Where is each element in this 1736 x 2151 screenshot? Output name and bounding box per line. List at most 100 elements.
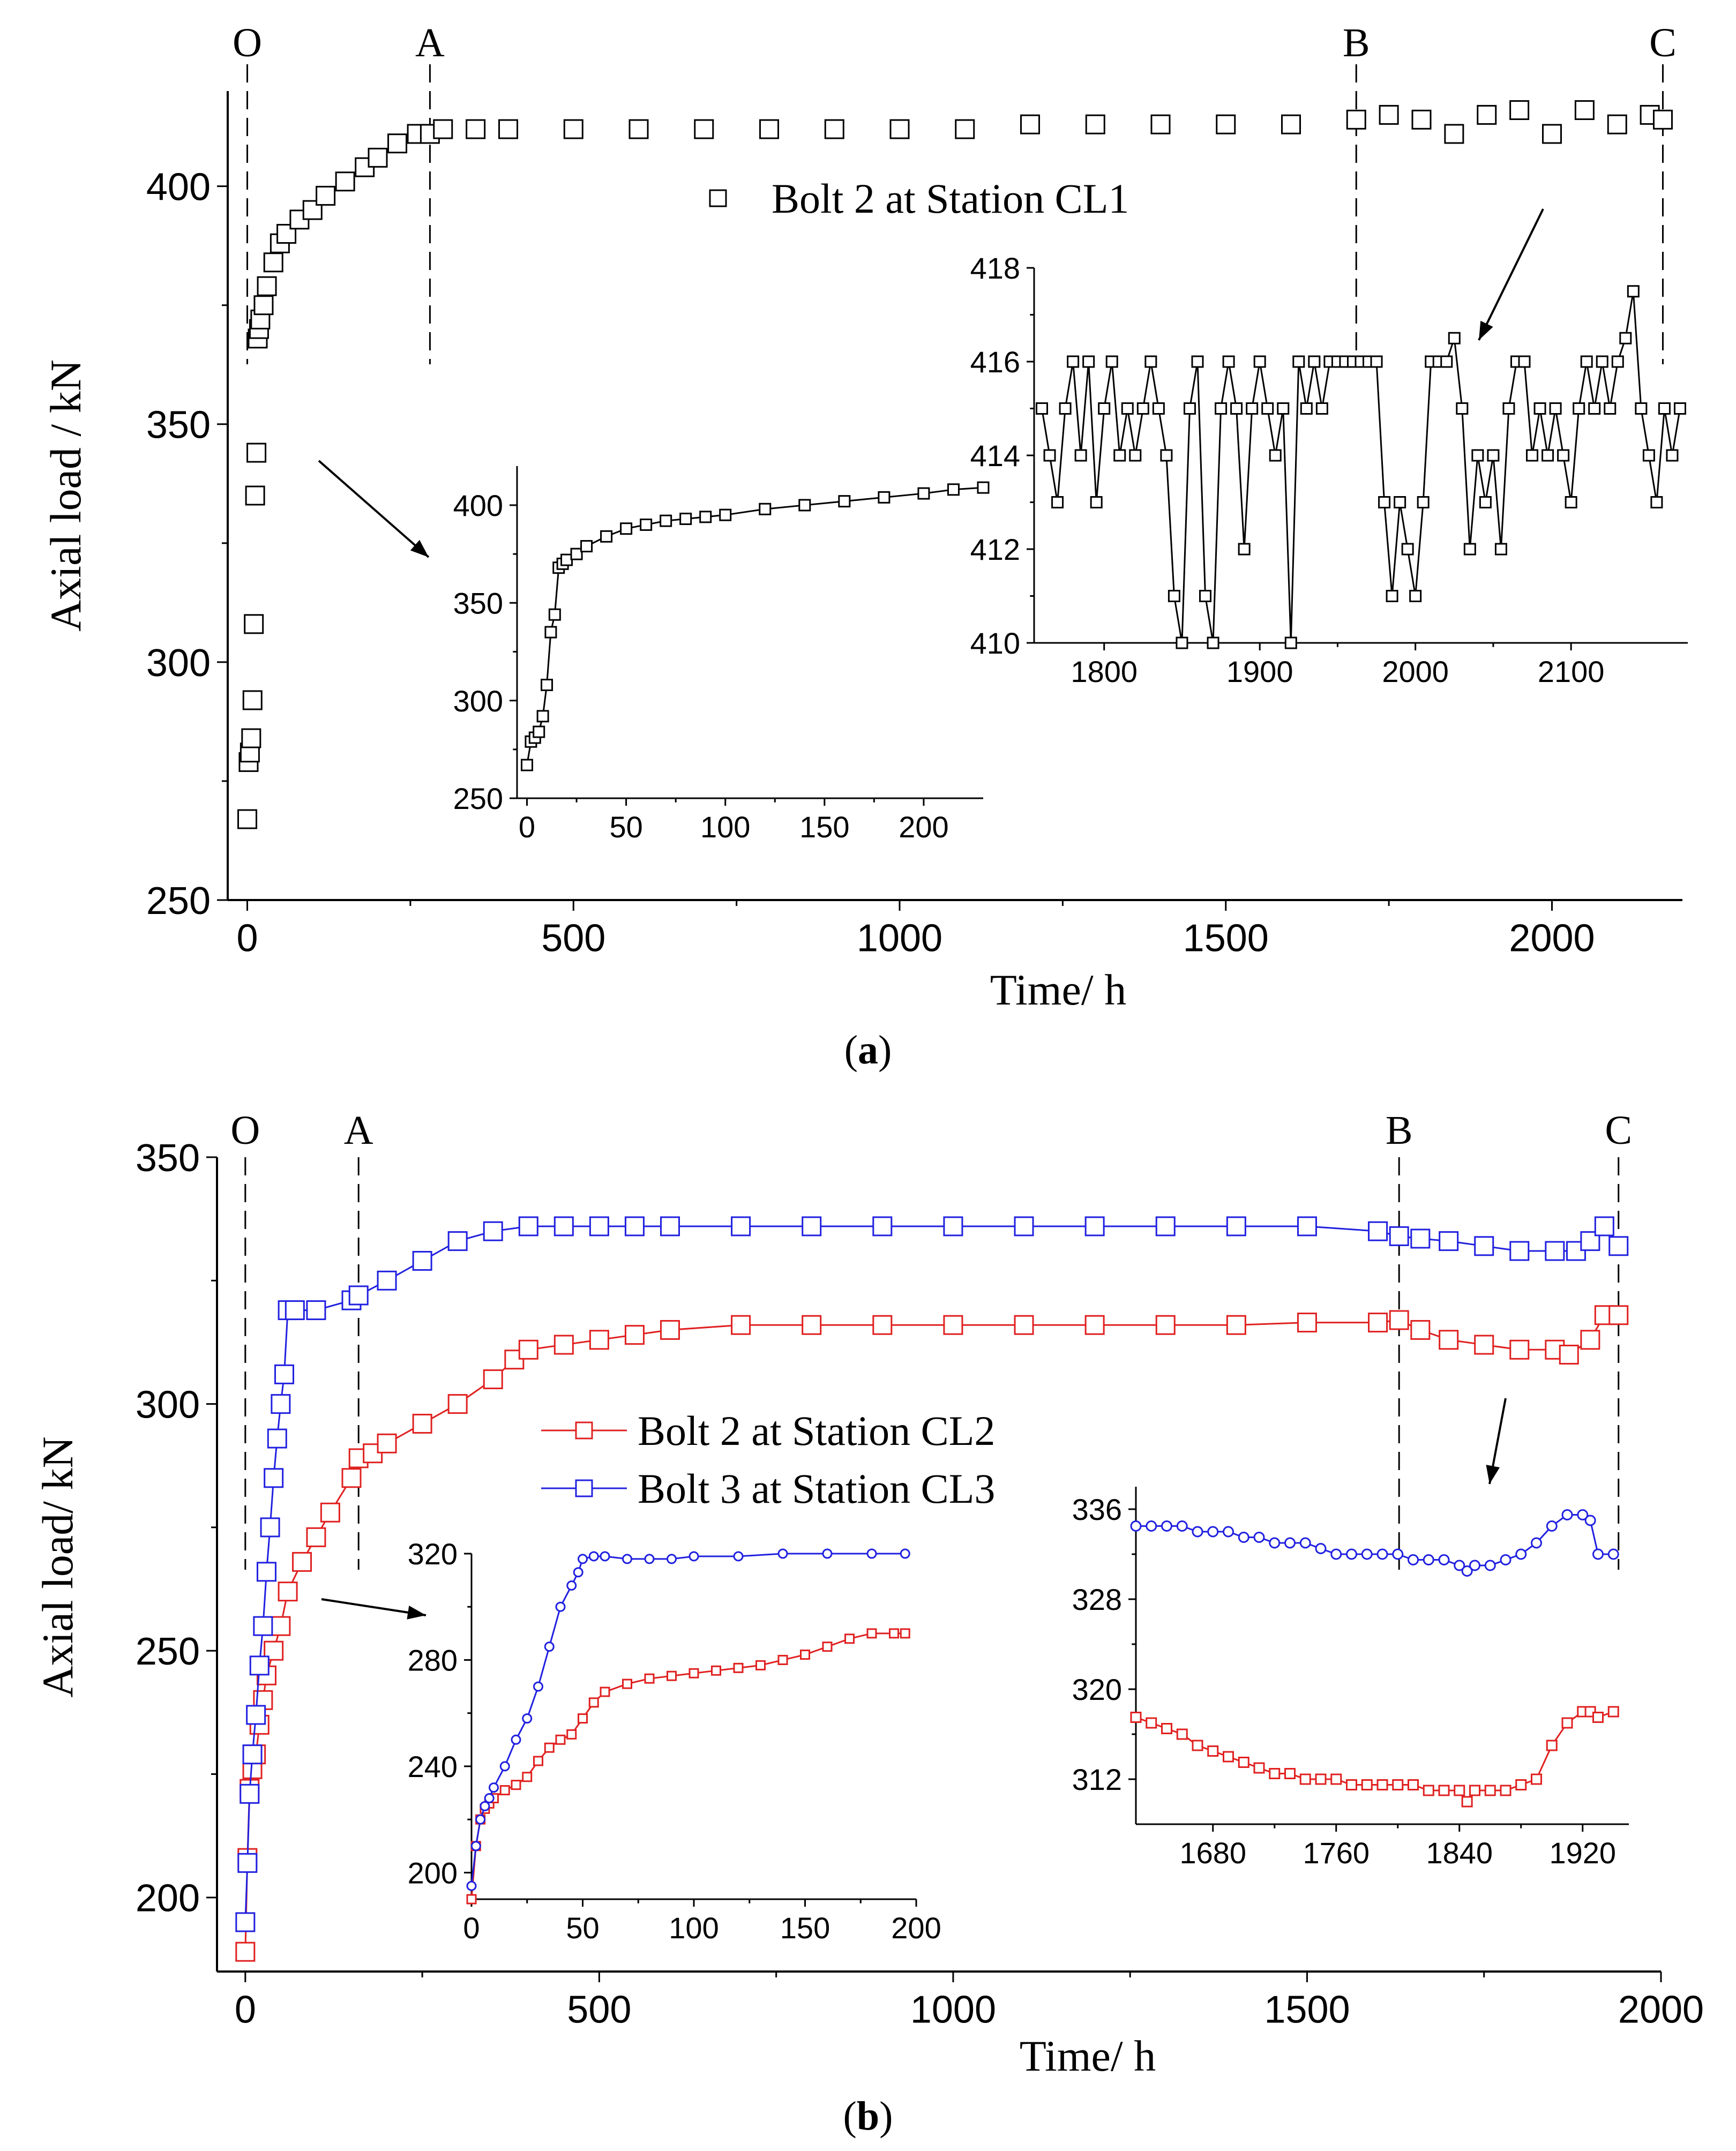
inset-y-tick-label: 350 xyxy=(453,586,503,620)
chart-b-series-point xyxy=(267,1428,287,1449)
chart-a-series-point xyxy=(387,133,408,154)
chart-a-x-tick-label: 1500 xyxy=(1183,917,1269,960)
x-axis-title: Time/ h xyxy=(1020,2032,1156,2080)
inset-series-point xyxy=(1299,1537,1311,1549)
inset-series-point xyxy=(1176,1520,1188,1532)
chart-b-series-point xyxy=(240,1783,260,1804)
inset-series-point xyxy=(580,540,593,553)
chart-a-series-point xyxy=(1150,114,1171,134)
chart-b-x-tick-label: 2000 xyxy=(1618,1989,1704,2032)
inset-series-point xyxy=(1658,402,1671,415)
inset-series-point xyxy=(1456,402,1469,415)
chart-b-series-point xyxy=(1014,1216,1034,1236)
inset-series-point xyxy=(511,1780,521,1790)
inset-series-point xyxy=(1129,449,1142,462)
chart-b-series-point xyxy=(1226,1216,1246,1236)
chart-a-x-tick-label: 2000 xyxy=(1509,917,1595,960)
inset-series-point xyxy=(1557,449,1570,462)
inset-series-line xyxy=(470,1553,906,1886)
chart-b-series-point xyxy=(341,1468,362,1488)
inset-series-point xyxy=(1471,449,1484,462)
x-axis-title: Time/ h xyxy=(990,965,1126,1014)
inset-series-point xyxy=(1592,1712,1604,1723)
chart-b-x-tick-label: 1000 xyxy=(910,1989,996,2032)
chart-a-series-point xyxy=(759,119,780,139)
inset-series-line xyxy=(1136,1514,1614,1572)
inset-y-tick-label: 280 xyxy=(408,1644,458,1677)
chart-b-series-point xyxy=(306,1527,326,1547)
inset-series-point xyxy=(1500,1785,1511,1796)
inset-series-point xyxy=(1269,1768,1281,1779)
inset-series-point xyxy=(522,1713,533,1724)
chart-a-series-point xyxy=(563,119,583,139)
inset-series-point xyxy=(1484,1560,1496,1571)
inset-series-point xyxy=(1284,636,1297,649)
chart-b-series-point xyxy=(1439,1231,1459,1251)
chart-b-series-point xyxy=(235,1942,256,1962)
chart-a-y-tick-label: 350 xyxy=(146,404,211,447)
chart-b-x-tick-label: 0 xyxy=(235,1989,256,2032)
inset-x-tick-label: 100 xyxy=(669,1911,719,1945)
inset-series-point xyxy=(1392,1548,1404,1560)
chart-a-x-tick-label: 1000 xyxy=(857,917,942,960)
inset-series-point xyxy=(1401,543,1414,556)
chart-a-series-point xyxy=(1574,100,1595,121)
stage-label: B xyxy=(1386,1108,1413,1153)
chart-b-series-point xyxy=(660,1320,680,1340)
chart-a-series-point xyxy=(466,119,486,139)
inset-series-point xyxy=(1036,402,1049,415)
inset-series-point xyxy=(644,1673,655,1684)
chart-a-inset-2: 1800 1900 2000 2100 410 412 414 416 418 xyxy=(970,251,1688,688)
y-axis-title: Axial load/ kN xyxy=(33,1436,82,1697)
inset-series-point xyxy=(719,508,732,521)
chart-a-series-point xyxy=(1509,100,1530,121)
inset-series-point xyxy=(1299,1773,1311,1785)
chart-a-x-tick-label: 0 xyxy=(237,917,258,960)
chart-a-series-point xyxy=(263,252,283,273)
chart-a-series-point xyxy=(1607,114,1627,134)
chart-a-series-point xyxy=(420,124,440,144)
inset-series-point xyxy=(1549,402,1562,415)
chart-b-series-point xyxy=(1608,1305,1629,1325)
inset-series-point xyxy=(1461,1796,1473,1808)
chart-a-series-point xyxy=(242,690,263,710)
chart-a-inset-1: 0 50 100 150 200 250 300 350 400 xyxy=(453,466,990,844)
inset-series-point xyxy=(1531,1773,1542,1785)
chart-b-series-point xyxy=(285,1300,305,1321)
chart-b-series-point xyxy=(242,1744,263,1765)
legend-label: Bolt 2 at Station CL1 xyxy=(772,175,1129,222)
chart-b-series-point xyxy=(802,1315,822,1335)
chart-b-series-point xyxy=(518,1339,538,1360)
inset-y-tick-label: 412 xyxy=(970,533,1020,566)
inset-series-point xyxy=(1330,1773,1342,1785)
inset-series-line xyxy=(1135,1711,1614,1803)
inset-series-point xyxy=(555,1734,566,1745)
stage-label: A xyxy=(344,1108,373,1153)
chart-b-y-tick-label: 200 xyxy=(136,1877,200,1920)
inset-series-point xyxy=(1673,402,1686,415)
pointer-arrow xyxy=(1478,208,1544,341)
inset-series-point xyxy=(1584,1515,1596,1526)
inset-series-point xyxy=(1580,355,1593,368)
pointer-arrow xyxy=(318,460,430,558)
pointer-arrow-head xyxy=(410,539,429,557)
inset-series-point xyxy=(511,1734,521,1745)
inset-series-point xyxy=(1074,449,1087,462)
inset-series-point xyxy=(1666,449,1679,462)
chart-b-series-point xyxy=(377,1433,397,1453)
inset-series-point xyxy=(1561,1717,1573,1729)
inset-series-point xyxy=(1546,1740,1558,1751)
inset-y-tick-label: 418 xyxy=(970,251,1020,285)
chart-b-series-point xyxy=(1580,1330,1600,1350)
inset-series-point xyxy=(544,1742,555,1753)
inset-series-point xyxy=(466,1894,477,1905)
chart-b-y-tick-label: 300 xyxy=(136,1384,200,1427)
inset-series-point xyxy=(1130,1520,1142,1532)
inset-series-point xyxy=(1199,590,1212,602)
inset-series-point xyxy=(470,1841,481,1852)
inset-series-point xyxy=(1315,1543,1327,1554)
legend-marker xyxy=(575,1421,593,1440)
legend-label: Bolt 3 at Station CL3 xyxy=(638,1465,995,1512)
inset-x-tick-label: 1920 xyxy=(1549,1836,1616,1870)
inset-series-point xyxy=(533,725,545,738)
